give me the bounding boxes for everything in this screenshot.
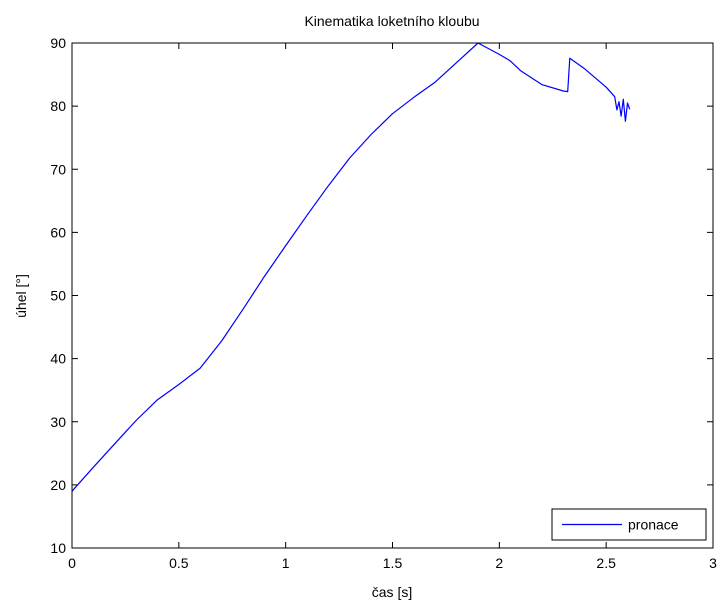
series-line-pronace [71, 42, 631, 492]
x-tick-label: 0.5 [169, 555, 189, 571]
x-tick-label: 0 [68, 555, 76, 571]
plot-area [72, 43, 713, 548]
y-tick-label: 40 [50, 351, 66, 367]
y-tick-label: 60 [50, 224, 66, 240]
y-tick-label: 50 [50, 288, 66, 304]
y-tick-label: 10 [50, 540, 66, 556]
legend: pronace [551, 508, 707, 541]
x-tick-label: 2 [495, 555, 503, 571]
x-tick-label: 1 [282, 555, 290, 571]
y-tick-label: 70 [50, 161, 66, 177]
chart-title: Kinematika loketního kloubu [304, 13, 479, 29]
x-tick-label: 1.5 [383, 555, 403, 571]
x-tick-label: 3 [709, 555, 717, 571]
x-tick-label: 2.5 [596, 555, 616, 571]
legend-label-pronace: pronace [628, 517, 679, 533]
y-tick-label: 20 [50, 477, 66, 493]
y-tick-label: 80 [50, 98, 66, 114]
axis-ticks: 0 0.5 1 1.5 2 2.5 3 10 20 30 40 50 60 70 80 90 [50, 35, 717, 571]
y-tick-label: 90 [50, 35, 66, 51]
series-layer [71, 42, 631, 492]
y-axis-label: úhel [°] [13, 274, 29, 318]
x-axis-label: čas [s] [372, 584, 412, 600]
y-tick-label: 30 [50, 414, 66, 430]
plot-frame [71, 42, 714, 549]
